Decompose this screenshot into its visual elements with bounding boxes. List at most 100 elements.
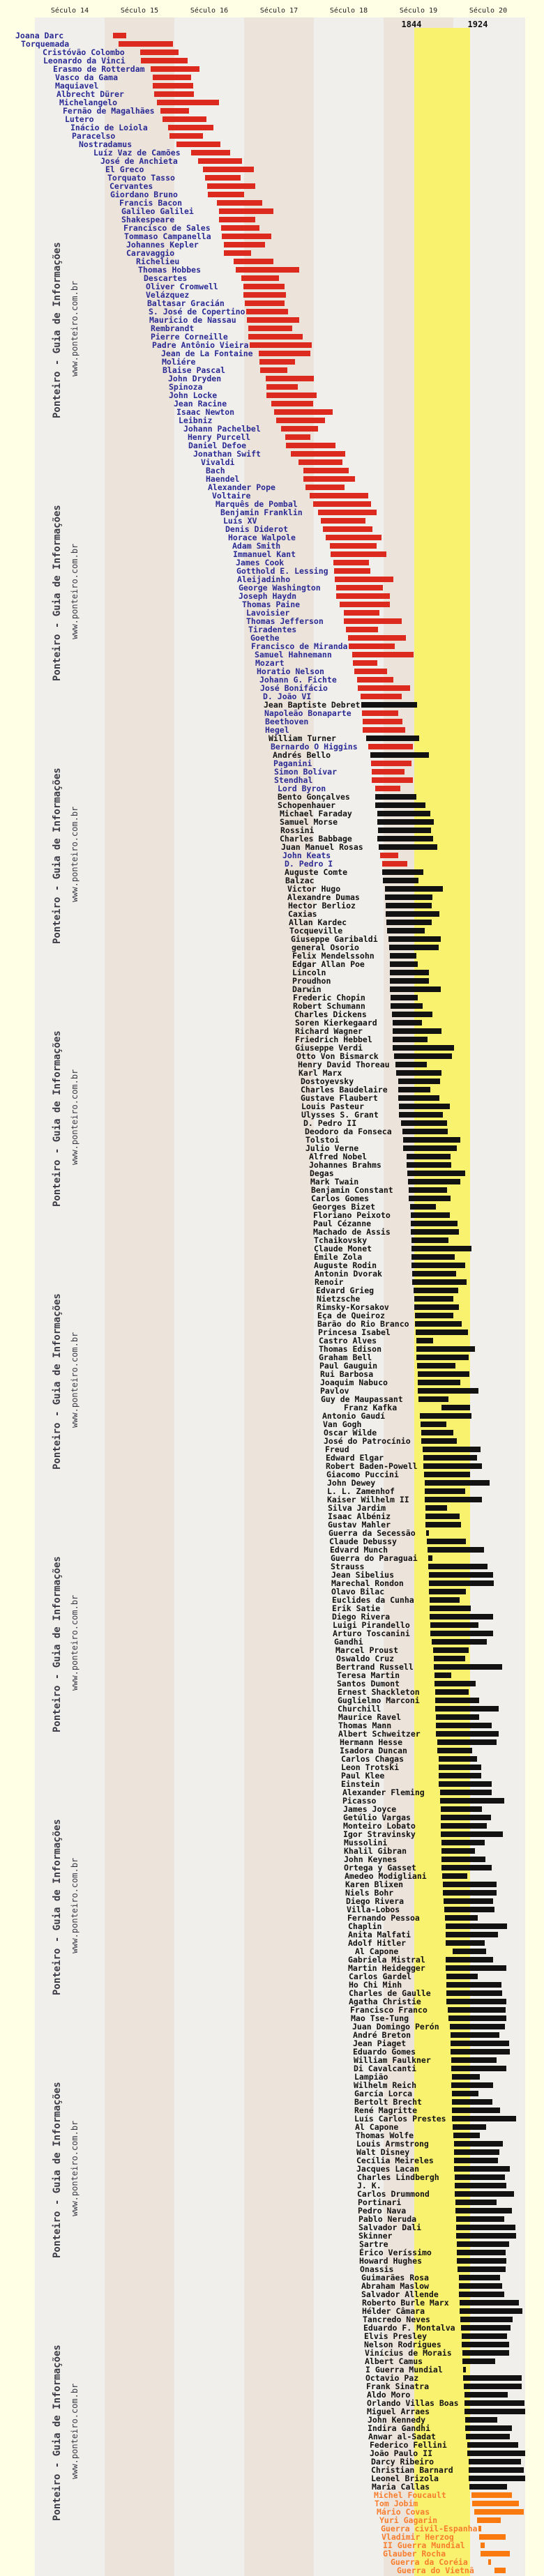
sidebar-url-text: www.ponteiro.com.br xyxy=(70,543,80,639)
century-label: Século 16 xyxy=(190,7,229,15)
life-bar xyxy=(403,1145,457,1151)
life-bar xyxy=(415,1313,453,1318)
life-bar xyxy=(488,2559,491,2565)
life-bar xyxy=(454,2166,510,2172)
life-bar xyxy=(462,2342,509,2347)
life-bar xyxy=(418,1396,448,1402)
person-name: Charles de Gaulle xyxy=(349,1988,431,1998)
person-name: Niels Bohr xyxy=(345,1888,394,1898)
life-bar xyxy=(391,995,418,1000)
life-bar xyxy=(418,1371,469,1377)
person-name: Eduardo F. Montalva xyxy=(363,2323,455,2333)
life-bar xyxy=(281,426,318,432)
person-name: Eduardo Gomes xyxy=(353,2047,416,2057)
life-bar xyxy=(396,1070,441,1076)
life-bar xyxy=(411,1237,448,1243)
life-bar xyxy=(224,242,265,247)
person-name: Fernão de Magalhães xyxy=(63,106,155,116)
life-bar xyxy=(455,2208,512,2213)
life-bar xyxy=(425,1522,461,1527)
person-name: Skinner xyxy=(358,2231,393,2241)
person-name: Nelson Rodrigues xyxy=(364,2340,441,2349)
life-bar xyxy=(434,1656,465,1661)
life-bar xyxy=(335,577,393,582)
person-name: Luíz Vaz de Camões xyxy=(93,148,181,158)
person-name: Castro Alves xyxy=(319,1336,377,1346)
person-name: Albert Camus xyxy=(365,2356,423,2366)
person-name: Adam Smith xyxy=(232,541,281,551)
life-bar xyxy=(271,401,313,406)
life-bar xyxy=(425,1497,482,1502)
person-name: Tiradentes xyxy=(248,625,297,634)
life-bar xyxy=(154,91,194,97)
person-name: James Joyce xyxy=(343,1804,397,1814)
life-bar xyxy=(407,1154,451,1159)
life-bar xyxy=(353,660,377,666)
life-bar xyxy=(401,1120,447,1126)
life-bar xyxy=(418,1380,460,1385)
life-bar xyxy=(157,100,219,105)
life-bar xyxy=(445,1915,478,1921)
person-name: Onassis xyxy=(360,2264,394,2274)
life-bar xyxy=(409,1196,451,1201)
sidebar-brand-text: Ponteiro - Guia de Informações xyxy=(52,1556,63,1732)
life-bar xyxy=(418,1388,478,1394)
life-bar xyxy=(260,367,287,373)
person-name: Thomas Hobbes xyxy=(138,265,202,275)
life-bar xyxy=(425,1505,447,1511)
person-name: Mussolini xyxy=(344,1838,388,1847)
person-name: Hermann Hesse xyxy=(340,1737,403,1747)
person-name: Caxias xyxy=(288,909,317,919)
life-bar xyxy=(441,1865,492,1870)
life-bar xyxy=(393,1037,428,1042)
person-name: Thomas Wolfe xyxy=(356,2131,414,2140)
person-name: Kaiser Wilhelm II xyxy=(327,1495,409,1504)
person-name: Jean Sibelius xyxy=(331,1570,395,1580)
person-name: Christian Barnard xyxy=(371,2465,453,2475)
life-bar xyxy=(372,769,405,775)
person-name: Nietzsche xyxy=(317,1294,361,1304)
person-name: Guglielmo Marconi xyxy=(338,1695,420,1705)
person-name: Dostoyevsky xyxy=(301,1076,354,1086)
person-name: Georges Bizet xyxy=(312,1202,376,1212)
person-name: Mark Twain xyxy=(310,1177,359,1187)
person-name: John Locke xyxy=(169,390,218,400)
life-bar xyxy=(453,2124,486,2130)
person-name: Julio Verne xyxy=(305,1143,359,1153)
person-name: Karl Marx xyxy=(299,1068,342,1078)
person-name: Marcel Proust xyxy=(335,1645,399,1655)
life-bar xyxy=(330,543,377,549)
person-name: Immanuel Kant xyxy=(233,549,296,559)
person-name: Padre Antônio Vieira xyxy=(152,340,249,350)
life-bar xyxy=(375,794,416,800)
person-name: José Bonifácio xyxy=(260,683,328,693)
life-bar xyxy=(414,1296,453,1302)
person-name: Federico Fellini xyxy=(370,2440,447,2450)
person-name: Orlando Villas Boas xyxy=(367,2398,459,2408)
life-bar xyxy=(153,75,191,80)
life-bar xyxy=(439,1781,492,1787)
person-name: Auguste Comte xyxy=(285,867,348,877)
person-name: Torquato Tasso xyxy=(107,173,175,183)
life-bar xyxy=(465,2425,512,2431)
life-bar xyxy=(411,1254,455,1260)
life-bar xyxy=(425,1480,490,1486)
life-bar xyxy=(466,2434,510,2439)
life-bar xyxy=(390,961,418,967)
person-name: Benjamin Franklin xyxy=(220,508,303,517)
life-bar xyxy=(467,2442,518,2448)
life-bar xyxy=(398,1087,430,1092)
person-name: Erasmo de Rotterdam xyxy=(53,64,145,74)
person-name: Al Capone xyxy=(355,1946,399,1956)
person-name: Henry David Thoreau xyxy=(298,1060,390,1069)
person-name: Denis Diderot xyxy=(225,524,289,534)
person-name: William Turner xyxy=(269,733,336,743)
life-bar xyxy=(446,1932,498,1937)
person-name: Joseph Haydn xyxy=(239,591,297,601)
life-bar xyxy=(386,903,432,908)
person-name: Princesa Isabel xyxy=(318,1327,391,1337)
life-bar xyxy=(371,761,411,766)
life-bar xyxy=(344,618,402,624)
person-name: Oliver Cromwell xyxy=(146,282,218,291)
person-name: J. K. xyxy=(357,2181,381,2190)
